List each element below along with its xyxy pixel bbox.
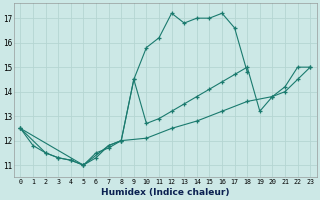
- X-axis label: Humidex (Indice chaleur): Humidex (Indice chaleur): [101, 188, 229, 197]
